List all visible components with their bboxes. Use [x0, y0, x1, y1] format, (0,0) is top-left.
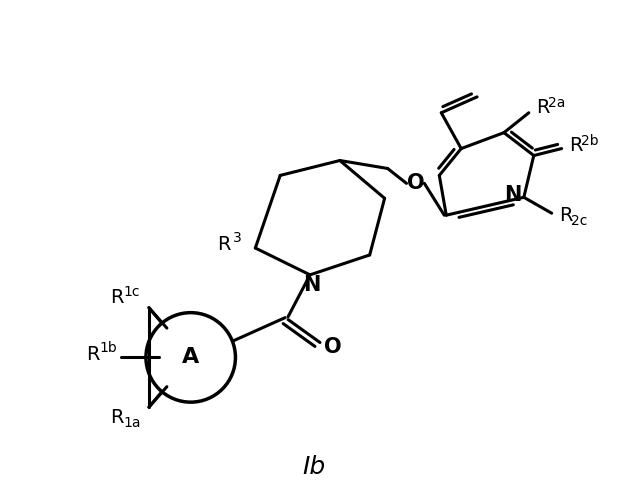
Text: R: R: [536, 98, 550, 117]
Text: R: R: [86, 345, 100, 364]
Text: R: R: [110, 408, 124, 426]
Text: O: O: [406, 174, 424, 194]
Text: R: R: [110, 288, 124, 307]
Text: R: R: [569, 136, 582, 155]
Text: A: A: [182, 348, 199, 368]
Text: N: N: [504, 186, 521, 206]
Text: 3: 3: [233, 231, 242, 245]
Text: 1b: 1b: [99, 342, 117, 355]
Text: Ib: Ib: [303, 455, 326, 479]
Text: R: R: [217, 234, 230, 254]
Text: 1c: 1c: [124, 285, 140, 299]
Text: 2c: 2c: [571, 214, 587, 228]
Text: N: N: [303, 275, 321, 295]
Text: 1a: 1a: [123, 416, 141, 430]
Text: 2b: 2b: [581, 134, 598, 147]
Text: O: O: [324, 338, 342, 357]
Text: R: R: [559, 206, 572, 225]
Text: 2a: 2a: [548, 96, 565, 110]
